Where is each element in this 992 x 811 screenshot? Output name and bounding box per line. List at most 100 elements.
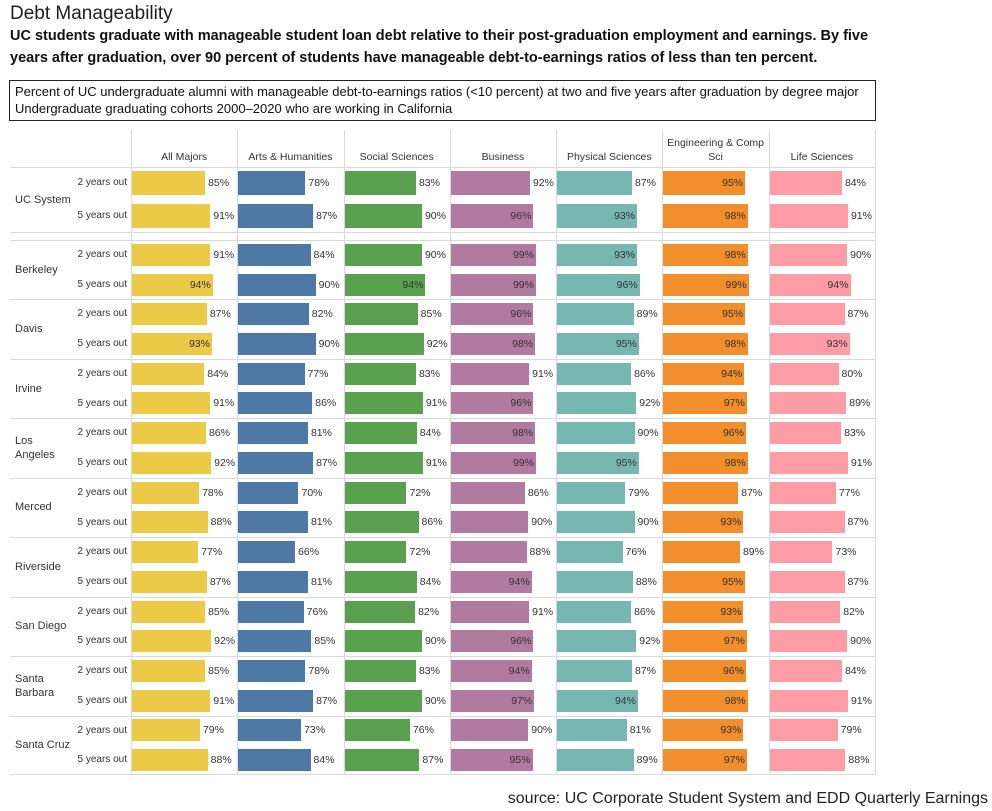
campus-name: Santa Barbara [15, 672, 55, 699]
campus-label-cell: Riverside [15, 537, 73, 596]
bar-value-label: 72% [409, 486, 431, 499]
group-gridline [10, 596, 875, 598]
column-header: Life Sciences [790, 151, 854, 163]
bar-value-label: 98% [724, 209, 746, 222]
bar-value-label: 87% [634, 664, 656, 677]
bar [132, 541, 199, 564]
bar-value-label: 85% [208, 664, 230, 677]
row-label: 5 years out [77, 338, 127, 350]
bar-value-label: 78% [308, 177, 330, 190]
group-gridline [10, 358, 875, 360]
bar-value-label: 91% [850, 694, 872, 707]
bar [450, 689, 535, 712]
bar-value-label: 84% [313, 248, 335, 261]
bar [344, 422, 417, 445]
bar-value-label: 88% [635, 575, 657, 588]
bar-value-label: 99% [512, 248, 534, 261]
row-label: 5 years out [77, 209, 127, 221]
bar-value-label: 81% [310, 427, 332, 440]
bar [557, 422, 635, 445]
bar-value-label: 79% [840, 724, 862, 737]
bar-value-label: 87% [634, 177, 656, 190]
bar [663, 689, 748, 712]
column-gridline [875, 130, 876, 775]
row-label: 2 years out [77, 605, 127, 617]
row-label: 2 years out [77, 249, 127, 260]
bar-value-label: 90% [424, 248, 446, 261]
bar-value-label: 89% [742, 546, 764, 559]
bar [557, 481, 626, 504]
bar-value-label: 90% [850, 635, 872, 648]
group-gridline [10, 656, 875, 658]
bar [238, 749, 311, 772]
bar-value-label: 94% [721, 367, 743, 380]
bar-value-label: 86% [421, 516, 443, 529]
bar-value-label: 90% [424, 694, 446, 707]
bar-value-label: 94% [827, 278, 849, 291]
group-gridline [10, 774, 875, 775]
bar [132, 481, 200, 504]
bar [344, 362, 416, 385]
bar-value-label: 80% [841, 367, 863, 380]
bar [663, 719, 744, 742]
bar-value-label: 85% [420, 308, 442, 321]
bar [663, 511, 744, 534]
bar [769, 689, 848, 712]
bar [769, 422, 842, 445]
bar [769, 273, 851, 296]
bar-value-label: 98% [724, 456, 746, 469]
bar-value-label: 88% [210, 754, 232, 767]
bar-value-label: 99% [725, 278, 747, 291]
bar-value-label: 92% [639, 635, 661, 648]
bar-value-label: 88% [529, 546, 551, 559]
group-gridline [10, 232, 875, 233]
bar [344, 451, 423, 474]
bar [769, 392, 847, 415]
bar-value-label: 97% [723, 754, 745, 767]
bar [344, 203, 422, 228]
bar [557, 243, 638, 266]
bar [344, 600, 416, 623]
bar-value-label: 90% [637, 516, 659, 529]
bar-value-label: 91% [213, 209, 235, 222]
bar [238, 203, 314, 228]
bar-value-label: 95% [615, 338, 637, 351]
bar [238, 570, 308, 593]
bar [238, 600, 304, 623]
bar [238, 659, 306, 682]
bar-value-label: 81% [310, 575, 332, 588]
bar [663, 362, 745, 385]
bar-value-label: 90% [424, 635, 446, 648]
row-label: 2 years out [77, 724, 127, 736]
bar-value-label: 95% [722, 308, 744, 321]
bar [132, 511, 208, 534]
bar-value-label: 76% [306, 605, 328, 618]
bar-value-label: 78% [202, 486, 224, 499]
bar [238, 451, 314, 474]
bar [238, 243, 311, 266]
row-label: 2 years out [77, 367, 127, 379]
campus-label-cell: Los Angeles [15, 418, 73, 477]
column-gridline [343, 130, 345, 775]
bar-value-label: 91% [850, 209, 872, 222]
bar [132, 422, 206, 445]
bar-value-label: 87% [316, 209, 338, 222]
bar-value-label: 86% [208, 427, 230, 440]
row-label: 5 years out [77, 278, 127, 290]
bar-value-label: 84% [419, 427, 441, 440]
campus-label-cell: Davis [15, 299, 73, 358]
bar-value-label: 66% [298, 546, 320, 559]
bar-value-label: 84% [207, 367, 229, 380]
row-label: 2 years out [77, 486, 127, 498]
bar-value-label: 83% [418, 664, 440, 677]
bar [557, 659, 632, 682]
bar [344, 541, 407, 564]
campus-name: Merced [15, 501, 52, 514]
bar [238, 171, 306, 196]
bar [663, 203, 748, 228]
bar-value-label: 98% [724, 338, 746, 351]
bar [450, 171, 530, 196]
bar [132, 333, 212, 356]
bar-value-label: 82% [843, 605, 865, 618]
bar-value-label: 93% [826, 338, 848, 351]
